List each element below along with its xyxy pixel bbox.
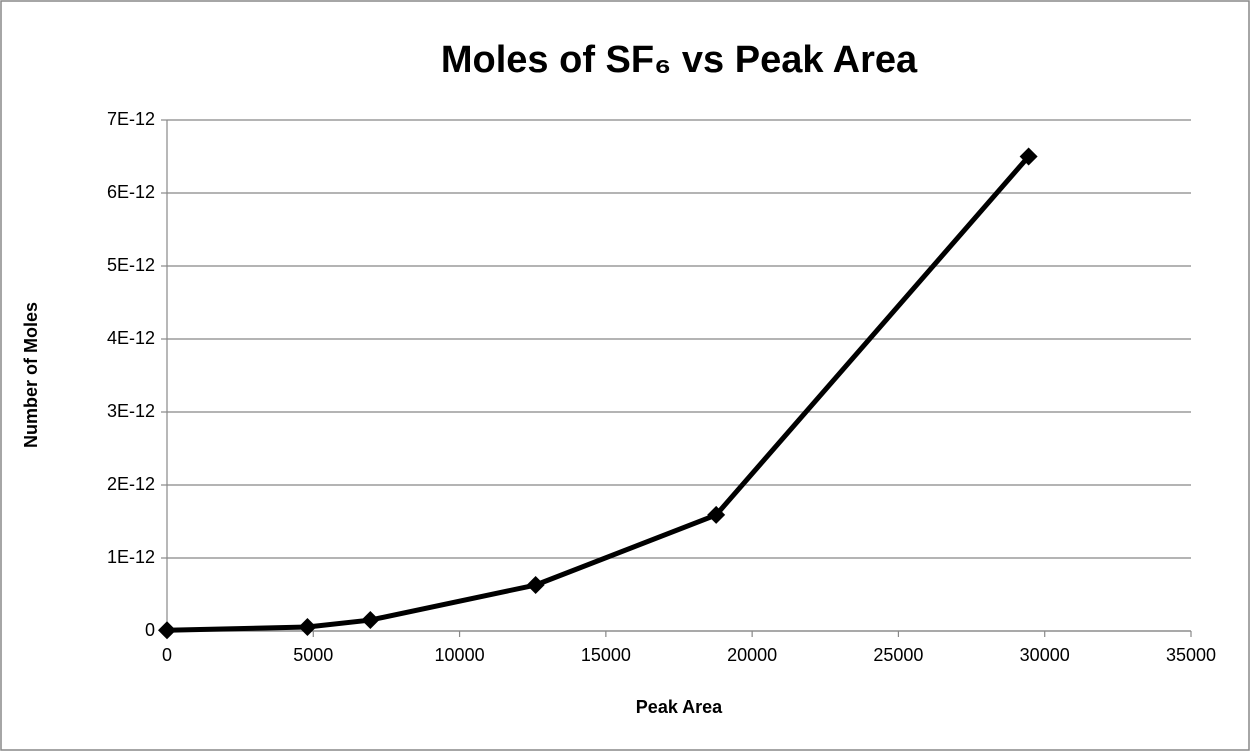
data-point — [158, 621, 176, 640]
x-tick-label: 5000 — [293, 645, 333, 665]
x-tick-label: 30000 — [1020, 645, 1070, 665]
x-tick-label: 10000 — [435, 645, 485, 665]
x-tick-label: 35000 — [1166, 645, 1216, 665]
y-tick-label: 4E-12 — [107, 328, 155, 348]
data-point — [1019, 147, 1038, 166]
x-axis-title: Peak Area — [636, 697, 723, 717]
y-tick-label: 7E-12 — [107, 109, 155, 129]
chart-title: Moles of SF₆ vs Peak Area — [441, 39, 918, 81]
data-point — [361, 611, 380, 630]
x-tick-label: 0 — [162, 645, 172, 665]
data-point — [707, 505, 726, 524]
y-tick-label: 3E-12 — [107, 401, 155, 421]
y-tick-label: 0 — [145, 620, 155, 640]
y-tick-label: 2E-12 — [107, 474, 155, 494]
y-tick-label: 1E-12 — [107, 547, 155, 567]
y-tick-label: 5E-12 — [107, 255, 155, 275]
x-tick-label: 20000 — [727, 645, 777, 665]
y-tick-label: 6E-12 — [107, 182, 155, 202]
x-tick-label: 25000 — [873, 645, 923, 665]
x-tick-label: 15000 — [581, 645, 631, 665]
data-point — [298, 617, 317, 636]
series-line — [166, 154, 1031, 633]
data-point — [526, 576, 545, 595]
y-axis-title: Number of Moles — [21, 302, 41, 448]
